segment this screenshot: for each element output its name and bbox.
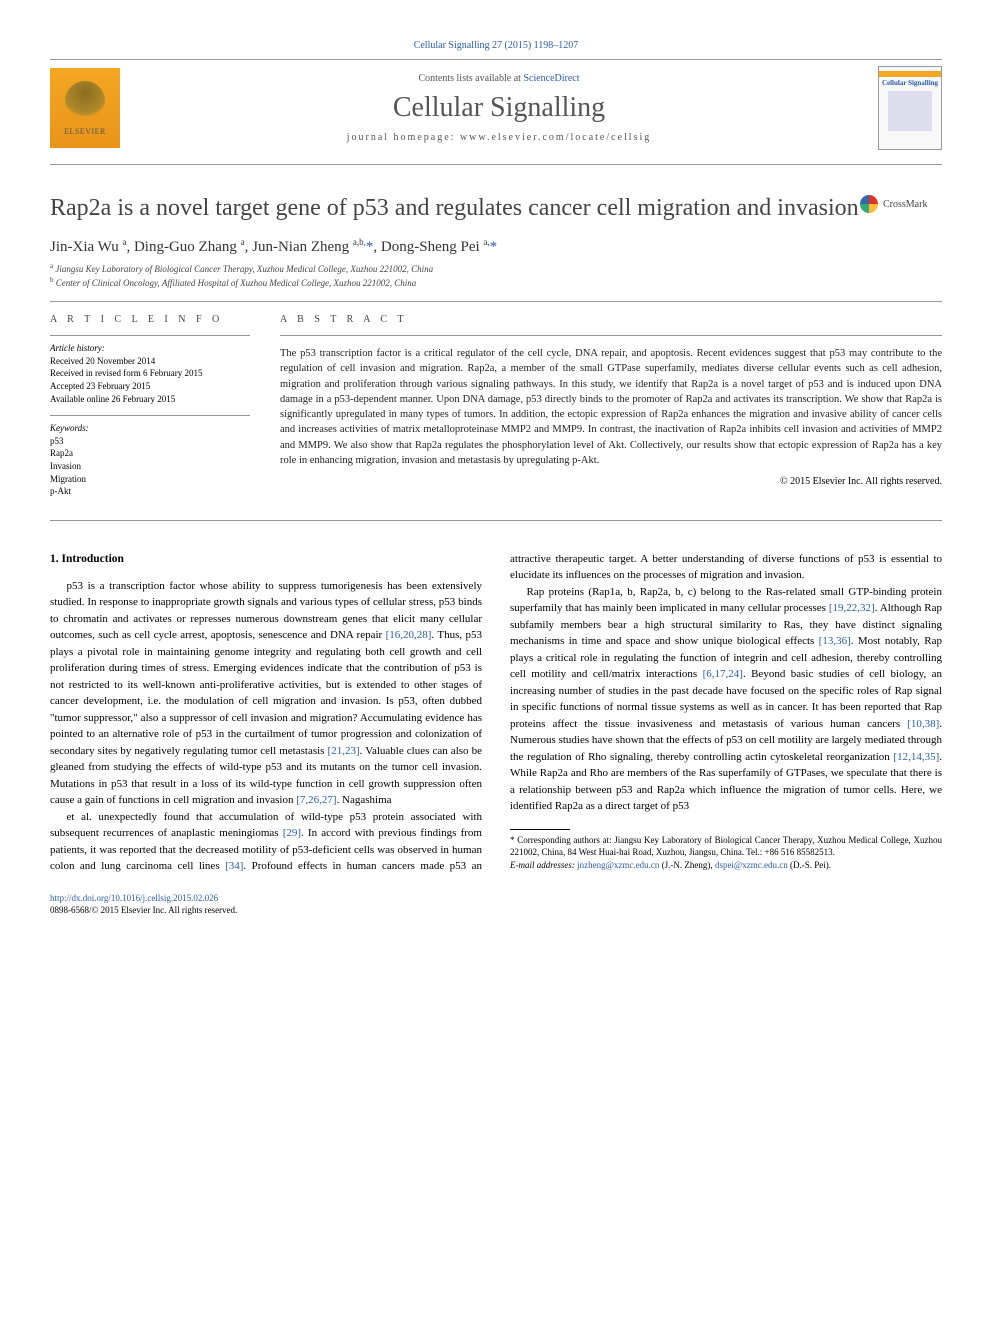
journal-homepage: journal homepage: www.elsevier.com/locat…	[120, 132, 878, 143]
crossmark-icon	[860, 195, 878, 213]
article-title: Rap2a is a novel target gene of p53 and …	[50, 193, 860, 223]
keyword: p-Akt	[50, 485, 250, 498]
history-line: Available online 26 February 2015	[50, 393, 250, 406]
section-heading-introduction: 1. Introduction	[50, 551, 482, 568]
abstract-column: A B S T R A C T The p53 transcription fa…	[280, 314, 942, 508]
history-line: Accepted 23 February 2015	[50, 380, 250, 393]
abstract-heading: A B S T R A C T	[280, 314, 942, 325]
homepage-prefix: journal homepage:	[347, 132, 460, 143]
crossmark-label: CrossMark	[883, 199, 927, 210]
contents-lists: Contents lists available at ScienceDirec…	[120, 73, 878, 84]
journal-reference: Cellular Signalling 27 (2015) 1198–1207	[50, 40, 942, 51]
keyword: p53	[50, 435, 250, 448]
keyword: Migration	[50, 473, 250, 486]
journal-header: ELSEVIER Contents lists available at Sci…	[50, 59, 942, 165]
journal-cover-thumbnail: Cellular Signalling	[878, 66, 942, 150]
divider	[280, 335, 942, 336]
email-addresses: E-mail addresses: jnzheng@xzmc.edu.cn (J…	[510, 859, 942, 872]
divider	[50, 415, 250, 416]
authors-list: Jin-Xia Wu a, Ding-Guo Zhang a, Jun-Nian…	[50, 237, 942, 256]
keywords-block: Keywords: p53 Rap2a Invasion Migration p…	[50, 422, 250, 498]
email-link[interactable]: dspei@xzmc.edu.cn	[715, 860, 788, 870]
abstract-copyright: © 2015 Elsevier Inc. All rights reserved…	[280, 476, 942, 487]
article-info-column: A R T I C L E I N F O Article history: R…	[50, 314, 250, 508]
email-name: (D.-S. Pei).	[788, 860, 831, 870]
cover-image	[888, 91, 932, 131]
issn-copyright: 0898-6568/© 2015 Elsevier Inc. All right…	[50, 905, 237, 915]
keyword: Rap2a	[50, 447, 250, 460]
corresponding-author-note: * Corresponding authors at: Jiangsu Key …	[510, 834, 942, 859]
divider	[50, 335, 250, 336]
divider	[50, 520, 942, 521]
article-info-heading: A R T I C L E I N F O	[50, 314, 250, 325]
email-name: (J.-N. Zheng),	[659, 860, 715, 870]
history-line: Received in revised form 6 February 2015	[50, 367, 250, 380]
article-history: Article history: Received 20 November 20…	[50, 342, 250, 405]
elsevier-tree-icon	[65, 81, 105, 121]
publisher-name: ELSEVIER	[64, 127, 106, 136]
keyword: Invasion	[50, 460, 250, 473]
footnotes: * Corresponding authors at: Jiangsu Key …	[510, 834, 942, 872]
body-paragraph: Rap proteins (Rap1a, b, Rap2a, b, c) bel…	[510, 584, 942, 815]
publisher-logo: ELSEVIER	[50, 68, 120, 148]
cover-title: Cellular Signalling	[882, 80, 938, 88]
divider	[50, 301, 942, 302]
history-label: Article history:	[50, 342, 250, 355]
footnote-separator	[510, 829, 570, 830]
body-text: 1. Introduction p53 is a transcription f…	[50, 551, 942, 875]
homepage-url[interactable]: www.elsevier.com/locate/cellsig	[460, 132, 651, 143]
email-label: E-mail addresses:	[510, 860, 577, 870]
affiliations: a Jiangsu Key Laboratory of Biological C…	[50, 262, 942, 289]
crossmark-badge[interactable]: CrossMark	[860, 193, 942, 215]
history-line: Received 20 November 2014	[50, 355, 250, 368]
cover-bar	[879, 71, 941, 77]
abstract-text: The p53 transcription factor is a critic…	[280, 346, 942, 468]
journal-title: Cellular Signalling	[120, 92, 878, 124]
email-link[interactable]: jnzheng@xzmc.edu.cn	[577, 860, 659, 870]
contents-prefix: Contents lists available at	[418, 73, 523, 84]
page-footer: http://dx.doi.org/10.1016/j.cellsig.2015…	[50, 893, 942, 916]
keywords-label: Keywords:	[50, 422, 250, 435]
doi-link[interactable]: http://dx.doi.org/10.1016/j.cellsig.2015…	[50, 893, 218, 903]
sciencedirect-link[interactable]: ScienceDirect	[523, 73, 579, 84]
body-paragraph: p53 is a transcription factor whose abil…	[50, 578, 482, 809]
